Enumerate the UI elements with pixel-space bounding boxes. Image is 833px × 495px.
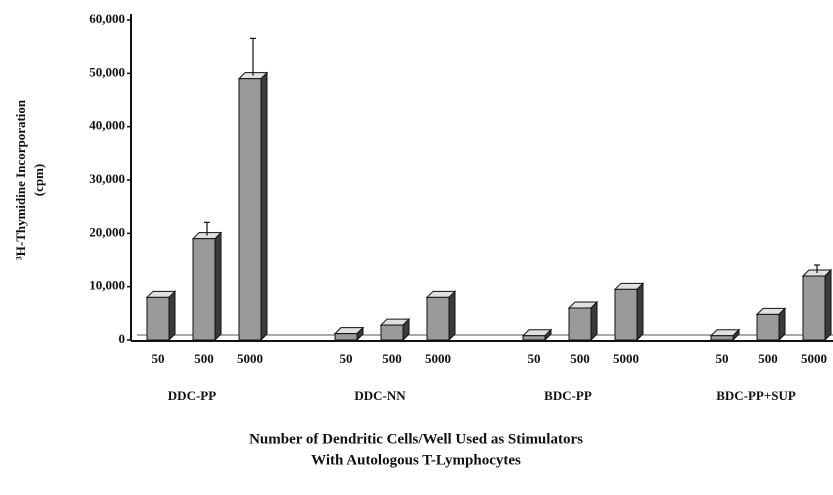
x-tick-label: 50 xyxy=(340,351,353,366)
bar xyxy=(425,290,457,342)
group-label: BDC-PP xyxy=(544,388,592,403)
x-axis-label: Number of Dendritic Cells/Well Used as S… xyxy=(249,431,583,447)
bar xyxy=(567,300,599,342)
bar-side xyxy=(636,282,644,342)
y-tick-label: 30,000 xyxy=(89,171,125,186)
bar-front xyxy=(380,324,404,341)
group-label: DDC-NN xyxy=(354,388,406,403)
y-tick-label: 20,000 xyxy=(89,224,125,239)
bar-front xyxy=(756,313,780,341)
bar-side xyxy=(214,231,222,342)
bar-side xyxy=(448,290,456,342)
error-bar xyxy=(814,264,820,273)
bar-side xyxy=(168,290,176,342)
bar-side xyxy=(260,71,268,342)
bar xyxy=(237,71,269,342)
x-tick-label: 50 xyxy=(528,351,541,366)
bar-side xyxy=(778,307,786,342)
bar-front xyxy=(146,296,170,341)
group-label: BDC-PP+SUP xyxy=(716,388,796,403)
error-bar xyxy=(204,221,210,236)
x-tick-label: 5000 xyxy=(425,351,451,366)
x-tick-label: 5000 xyxy=(801,351,827,366)
bar-front xyxy=(710,335,734,341)
bar-front xyxy=(802,275,826,341)
y-axis-label: ³H-Thymidine Incorporation xyxy=(13,99,28,260)
y-tick-label: 40,000 xyxy=(89,118,125,133)
bar xyxy=(801,268,833,342)
bar xyxy=(191,231,223,342)
x-tick-label: 500 xyxy=(758,351,778,366)
y-tick-label: 0 xyxy=(119,331,126,346)
bar-front xyxy=(568,307,592,341)
bar-side xyxy=(590,300,598,342)
bar-front xyxy=(192,238,216,341)
error-bar xyxy=(250,37,256,76)
x-tick-label: 500 xyxy=(570,351,590,366)
group-label: DDC-PP xyxy=(168,388,216,403)
x-tick-label: 500 xyxy=(194,351,214,366)
bar xyxy=(145,290,177,342)
bar xyxy=(755,307,787,342)
bar-front xyxy=(238,78,262,341)
y-tick-label: 10,000 xyxy=(89,278,125,293)
x-tick-label: 50 xyxy=(152,351,165,366)
x-tick-label: 5000 xyxy=(613,351,639,366)
bar xyxy=(333,326,365,342)
bar-front xyxy=(334,333,358,341)
y-tick-label: 60,000 xyxy=(89,11,125,26)
bar-side xyxy=(824,268,832,342)
bar xyxy=(521,328,553,342)
bar xyxy=(379,317,411,342)
x-tick-label: 5000 xyxy=(237,351,263,366)
bar-front xyxy=(522,335,546,341)
bar-front xyxy=(426,296,450,341)
bar xyxy=(709,328,741,342)
y-tick-label: 50,000 xyxy=(89,64,125,79)
x-axis-label: With Autologous T-Lymphocytes xyxy=(311,452,521,468)
y-axis-label: (cpm) xyxy=(31,164,46,197)
bar xyxy=(613,282,645,342)
bar-front xyxy=(614,288,638,341)
x-tick-label: 50 xyxy=(716,351,729,366)
x-tick-label: 500 xyxy=(382,351,402,366)
